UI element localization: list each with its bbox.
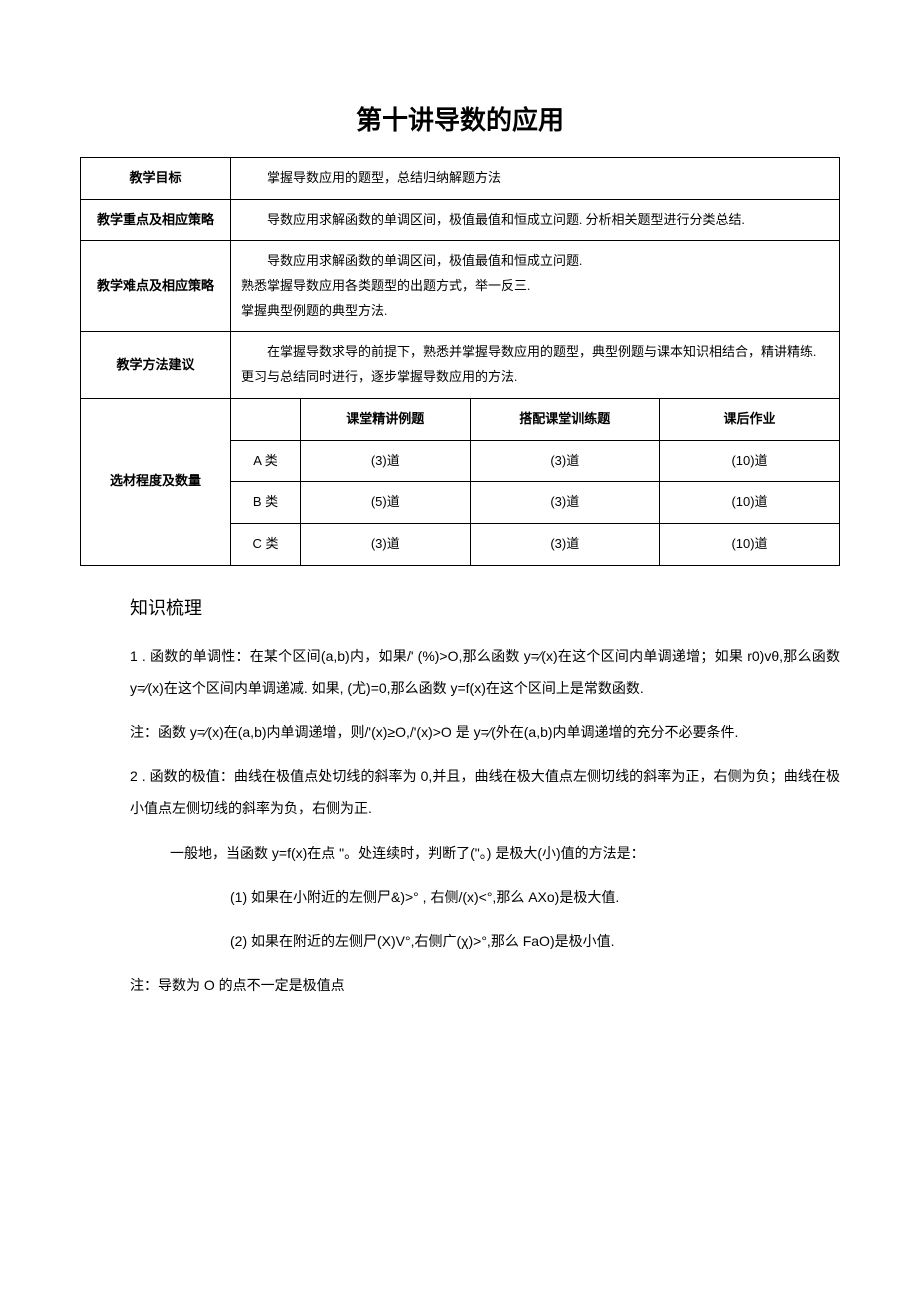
matrix-cat: B 类 [231,482,301,524]
matrix-cell: (3)道 [470,440,659,482]
row-label: 教学重点及相应策略 [81,199,231,241]
matrix-header: 搭配课堂训练题 [470,398,659,440]
matrix-cell: (3)道 [470,523,659,565]
matrix-cell: (3)道 [301,440,471,482]
row-content: 掌握导数应用的题型，总结归纳解题方法 [231,158,840,200]
matrix-cell: (3)道 [470,482,659,524]
matrix-cell: (3)道 [301,523,471,565]
outline-table: 教学目标 掌握导数应用的题型，总结归纳解题方法 教学重点及相应策略 导数应用求解… [80,157,840,566]
matrix-header: 课后作业 [660,398,840,440]
body-paragraph: (2) 如果在附近的左侧尸(X)V°,右侧广(χ)>°,那么 FaO)是极小值. [230,925,840,957]
body-paragraph: 注：导数为 O 的点不一定是极值点 [130,969,840,1001]
matrix-cell: (5)道 [301,482,471,524]
matrix-cell: (10)道 [660,482,840,524]
row-content: 导数应用求解函数的单调区间，极值最值和恒成立问题. 熟悉掌握导数应用各类题型的出… [231,241,840,332]
section-heading: 知识梳理 [130,594,840,620]
table-row: 选材程度及数量 课堂精讲例题 搭配课堂训练题 课后作业 [81,398,840,440]
matrix-cat: C 类 [231,523,301,565]
matrix-header [231,398,301,440]
row-label: 教学难点及相应策略 [81,241,231,332]
matrix-cell: (10)道 [660,440,840,482]
matrix-header: 课堂精讲例题 [301,398,471,440]
page-title: 第十讲导数的应用 [80,100,840,137]
row-label: 教学目标 [81,158,231,200]
body-paragraph: 2 . 函数的极值：曲线在极值点处切线的斜率为 0,并且，曲线在极大值点左侧切线… [130,760,840,824]
body-paragraph: (1) 如果在小附近的左侧尸&)>° , 右侧/(x)<°,那么 AXo)是极大… [230,881,840,913]
row-label: 选材程度及数量 [81,398,231,565]
table-row: 教学目标 掌握导数应用的题型，总结归纳解题方法 [81,158,840,200]
table-row: 教学难点及相应策略 导数应用求解函数的单调区间，极值最值和恒成立问题. 熟悉掌握… [81,241,840,332]
body-paragraph: 1 . 函数的单调性：在某个区间(a,b)内，如果/' (%)>O,那么函数 y… [130,640,840,704]
matrix-cat: A 类 [231,440,301,482]
body-paragraph: 一般地，当函数 y=f(x)在点 "。处连续时，判断了("。) 是极大(小)值的… [170,837,840,869]
row-content: 导数应用求解函数的单调区间，极值最值和恒成立问题. 分析相关题型进行分类总结. [231,199,840,241]
row-label: 教学方法建议 [81,332,231,398]
matrix-cell: (10)道 [660,523,840,565]
body-paragraph: 注：函数 y=∕(x)在(a,b)内单调递增，则/'(x)≥O,/'(x)>O … [130,716,840,748]
table-row: 教学方法建议 在掌握导数求导的前提下，熟悉并掌握导数应用的题型，典型例题与课本知… [81,332,840,398]
table-row: 教学重点及相应策略 导数应用求解函数的单调区间，极值最值和恒成立问题. 分析相关… [81,199,840,241]
row-content: 在掌握导数求导的前提下，熟悉并掌握导数应用的题型，典型例题与课本知识相结合，精讲… [231,332,840,398]
